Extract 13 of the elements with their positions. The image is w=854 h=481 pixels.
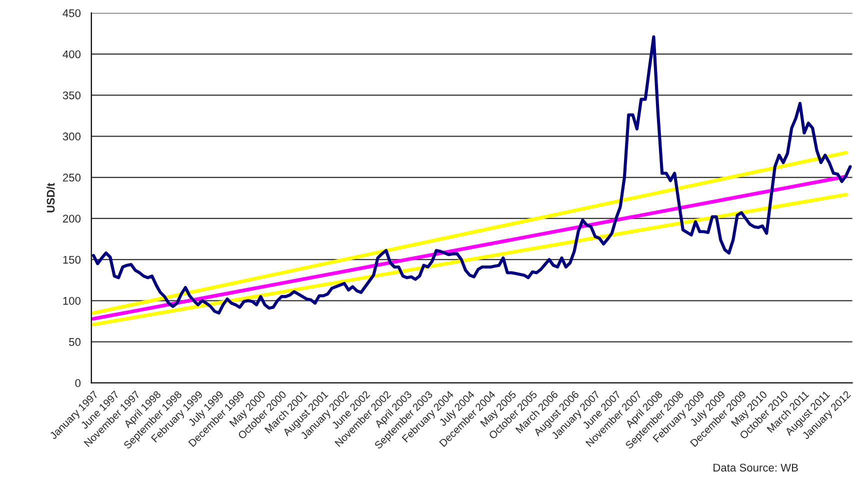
line-series <box>92 35 852 315</box>
y-axis-title: USD/t <box>46 182 55 212</box>
y-tick-label: 250 <box>62 174 81 182</box>
y-tick-label: 300 <box>62 132 81 140</box>
y-tick-label: 400 <box>62 50 81 58</box>
y-tick-label: 100 <box>63 296 81 305</box>
y-tick-label: 0 <box>75 379 81 388</box>
source-note: Data Source: WB <box>714 464 798 472</box>
y-tick-label: 50 <box>69 338 81 346</box>
y-tick-label: 450 <box>62 9 81 18</box>
y-tick-label: 200 <box>62 214 81 223</box>
y-tick-label: 150 <box>63 256 81 264</box>
y-tick-label: 350 <box>62 91 81 100</box>
